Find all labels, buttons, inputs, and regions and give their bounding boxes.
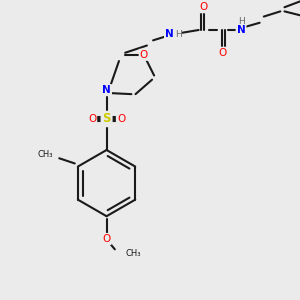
- Text: S: S: [102, 112, 111, 125]
- Text: O: O: [88, 114, 96, 124]
- Text: O: O: [102, 234, 111, 244]
- Text: O: O: [140, 50, 148, 60]
- Text: H: H: [238, 17, 244, 26]
- Text: N: N: [237, 25, 245, 35]
- Text: H: H: [175, 30, 181, 39]
- Text: CH₃: CH₃: [125, 249, 141, 258]
- Text: N: N: [102, 85, 111, 95]
- Text: N: N: [165, 29, 174, 39]
- Text: O: O: [117, 114, 125, 124]
- Text: CH₃: CH₃: [38, 150, 53, 159]
- Text: O: O: [218, 48, 226, 58]
- Text: O: O: [200, 2, 208, 12]
